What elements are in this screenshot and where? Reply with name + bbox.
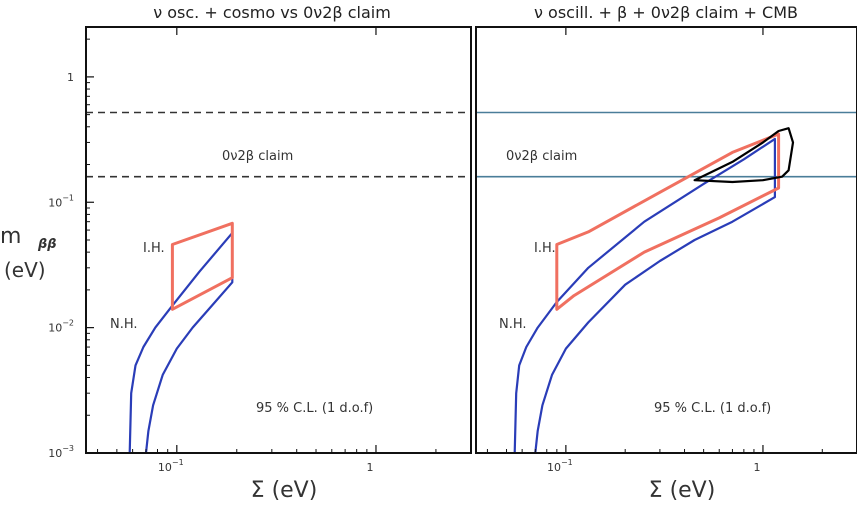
- x-tick-label: 1: [753, 461, 760, 474]
- left-panel: ν osc. + cosmo vs 0ν2β claim 10−1 1 1 10−1 1…: [0, 3, 472, 503]
- right-ticks: 10−1 1: [486, 27, 857, 474]
- left-band-label: 0ν2β claim: [222, 149, 293, 164]
- curve-nh: [128, 231, 234, 454]
- right-cl-annotation: 95 % C.L. (1 d.o.f): [654, 401, 771, 416]
- y-axis-label-unit: (eV): [4, 258, 46, 282]
- y-tick-label: 1: [67, 71, 74, 84]
- y-axis-label-main: m: [0, 224, 21, 249]
- left-curves: [128, 221, 234, 454]
- y-axis-label-sub: ββ: [37, 237, 57, 252]
- right-x-axis-label: Σ (eV): [649, 478, 716, 503]
- right-ih-label: I.H.: [534, 241, 556, 256]
- y-tick-label: 10−1: [48, 193, 74, 209]
- right-band-label: 0ν2β claim: [506, 149, 577, 164]
- left-panel-title: ν osc. + cosmo vs 0ν2β claim: [153, 3, 391, 22]
- curve-combined-allowed: [693, 127, 795, 184]
- curve-nh: [513, 137, 776, 454]
- x-tick-label: 10−1: [547, 458, 573, 474]
- right-panel: ν oscill. + β + 0ν2β claim + CMB 10−1 1 0…: [475, 3, 857, 503]
- x-tick-label: 1: [366, 461, 373, 474]
- left-ih-label: I.H.: [143, 241, 165, 256]
- right-curves: [513, 127, 795, 454]
- left-x-axis-label: Σ (eV): [251, 478, 318, 503]
- y-tick-label: 10−2: [48, 319, 74, 335]
- left-claim-band: [86, 111, 471, 178]
- right-panel-title: ν oscill. + β + 0ν2β claim + CMB: [534, 3, 798, 22]
- x-tick-label: 10−1: [158, 458, 184, 474]
- curve-ih: [555, 132, 781, 311]
- curve-ih: [170, 221, 234, 311]
- left-nh-label: N.H.: [110, 317, 138, 332]
- right-nh-label: N.H.: [499, 317, 527, 332]
- right-claim-band: [476, 111, 857, 178]
- y-tick-label: 10−3: [48, 444, 74, 460]
- right-plot-frame: [475, 26, 857, 454]
- left-plot-frame: [85, 26, 472, 454]
- left-cl-annotation: 95 % C.L. (1 d.o.f): [256, 401, 373, 416]
